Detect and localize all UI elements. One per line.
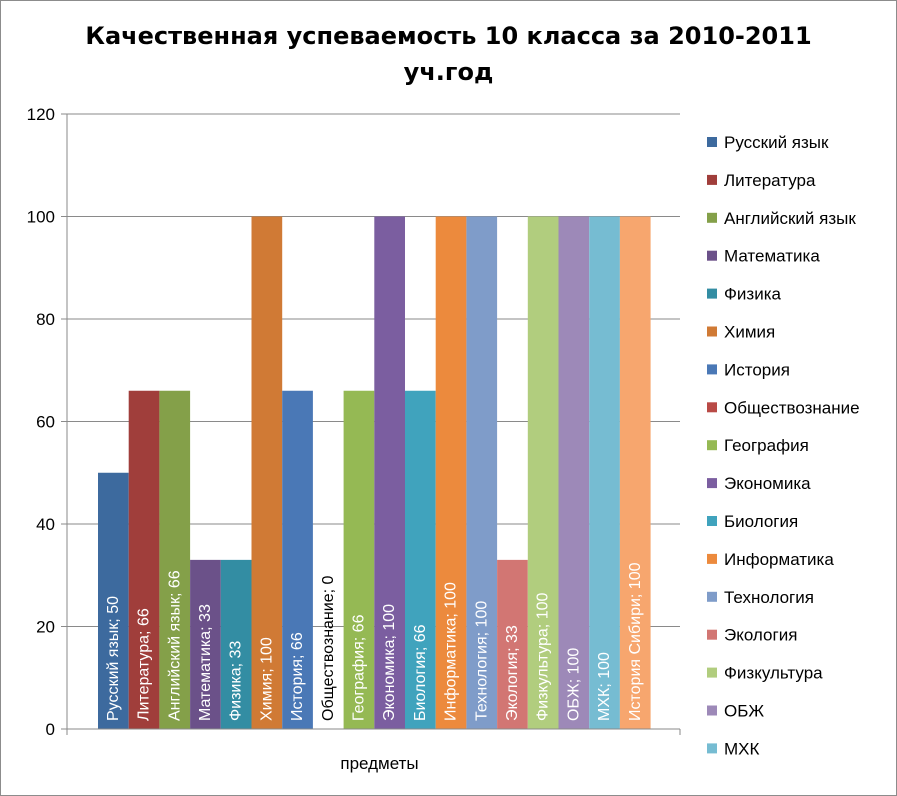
data-label: География; 66 [350, 614, 367, 721]
data-label: Математика; 33 [197, 604, 214, 721]
legend-label: Химия [724, 323, 775, 342]
legend-label: География [724, 436, 809, 455]
data-label: Экономика; 100 [381, 604, 398, 721]
legend-swatch [707, 137, 717, 147]
legend-label: История [724, 360, 790, 379]
bar [251, 216, 283, 729]
data-label: Физкультура; 100 [535, 593, 552, 722]
legend-label: Экология [724, 626, 797, 645]
axes: 0 20 40 60 80 100 120 предметы [27, 105, 681, 773]
legend-swatch [707, 364, 717, 375]
data-label: Технология; 100 [473, 601, 490, 721]
data-label: Английский язык; 66 [166, 570, 183, 721]
legend-label: Экономика [724, 474, 811, 493]
legend-swatch [707, 705, 717, 716]
bar [159, 390, 191, 729]
legend-label: Технология [724, 588, 814, 607]
bar [619, 216, 651, 729]
data-label: История; 66 [289, 632, 306, 721]
legend-swatch [707, 288, 717, 299]
legend-swatch [707, 212, 717, 223]
legend-swatch [707, 553, 717, 564]
legend-label: Обществознание [724, 398, 860, 417]
legend-label: Информатика [724, 550, 834, 569]
legend-swatch [707, 743, 717, 754]
legend-label: Русский язык [724, 133, 829, 152]
legend-label: Английский язык [724, 209, 856, 228]
legend-label: ОБЖ [724, 702, 764, 721]
y-tick-label: 0 [46, 720, 55, 739]
bar [98, 472, 129, 729]
legend-swatch [707, 440, 717, 451]
bar [497, 559, 528, 729]
chart-title: Качественная успеваемость 10 класса за 2… [85, 22, 812, 50]
bar [343, 390, 375, 729]
bar [374, 216, 405, 729]
bar [466, 216, 498, 729]
data-label: Русский язык; 50 [105, 596, 122, 721]
x-axis-title: предметы [340, 754, 418, 773]
bar [282, 390, 313, 729]
legend-swatch [707, 629, 717, 640]
legend-swatch [707, 250, 717, 261]
data-label: Литература; 66 [136, 608, 153, 721]
data-label: Экология; 33 [504, 625, 521, 721]
legend-swatch [707, 174, 717, 185]
y-tick-label: 120 [27, 105, 55, 124]
data-label: Физика; 33 [228, 641, 245, 721]
bar [405, 390, 436, 729]
data-label: Химия; 100 [258, 637, 275, 721]
bar [190, 559, 221, 729]
y-tick-label: 80 [36, 310, 55, 329]
y-tick-label: 20 [36, 618, 55, 637]
legend-label: МХК [724, 739, 760, 758]
data-label: Биология; 66 [412, 624, 429, 721]
y-tick-label: 100 [27, 208, 55, 227]
legend: Русский язык Литература Английский язык Мат… [707, 133, 860, 758]
legend-label: Физкультура [724, 664, 823, 683]
bar [435, 216, 467, 729]
bar [527, 216, 559, 729]
data-label: История Сибири; 100 [627, 562, 644, 721]
bar [558, 216, 590, 729]
y-tick-label: 40 [36, 515, 55, 534]
legend-label: Литература [724, 171, 816, 190]
chart-title-line2: уч.год [403, 58, 494, 86]
y-tick-label: 60 [36, 413, 55, 432]
bar [589, 216, 620, 729]
data-label: Информатика; 100 [443, 582, 460, 721]
data-label: ОБЖ; 100 [565, 648, 582, 721]
legend-label: Биология [724, 512, 798, 531]
legend-swatch [707, 667, 717, 678]
bar [220, 559, 252, 729]
bar [128, 390, 160, 729]
legend-swatch [707, 478, 717, 489]
legend-swatch [707, 402, 717, 413]
legend-label: Математика [724, 247, 820, 266]
bars [98, 216, 651, 729]
data-label: МХК; 100 [596, 652, 613, 721]
legend-swatch [707, 326, 717, 337]
legend-swatch [707, 591, 717, 602]
legend-label: Физика [724, 285, 782, 304]
data-labels: Русский язык; 50 Литература; 66 Английский… [105, 562, 644, 721]
data-label: Обществознание; 0 [320, 576, 337, 721]
legend-swatch [707, 516, 717, 526]
